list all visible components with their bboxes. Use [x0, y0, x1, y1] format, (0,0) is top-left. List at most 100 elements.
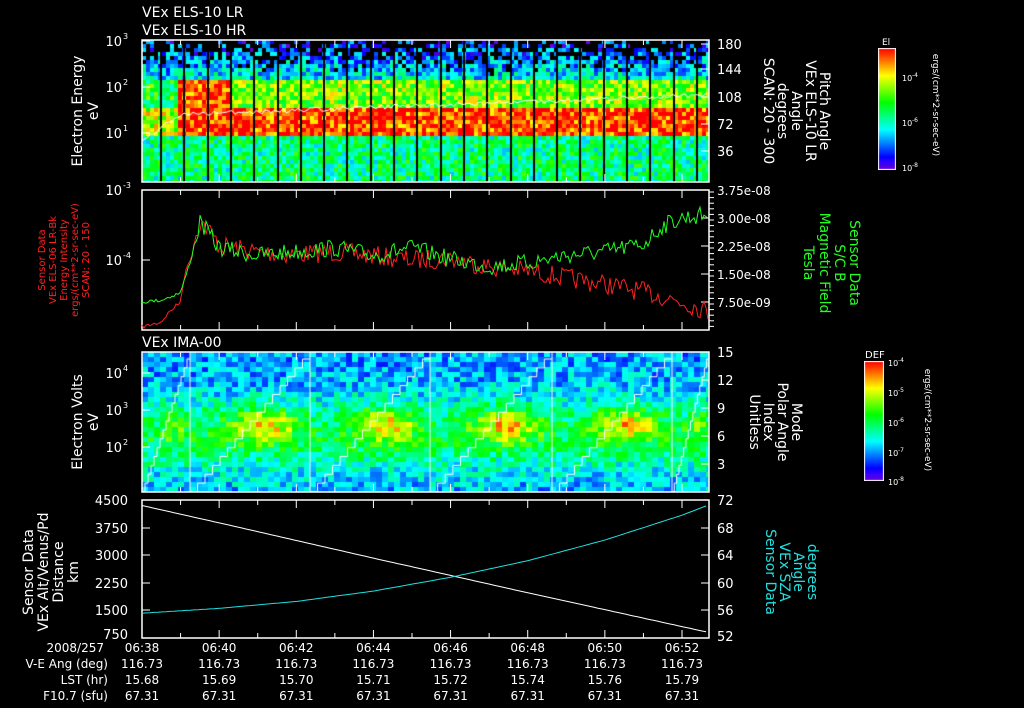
p3-right-tick-label: 3 [717, 458, 725, 473]
p4-right-tick-label: 64 [717, 549, 734, 564]
colorbar2-tick-label: 10 [888, 359, 898, 368]
footer-lst: 15.72 [433, 673, 467, 687]
axes-layer [141, 39, 714, 639]
colorbar1-tick-label: 10 [902, 164, 912, 173]
p2-left-tick-exp: -3 [123, 181, 131, 190]
footer-lst: 15.76 [588, 673, 622, 687]
p2-right-label-2: S/C B [831, 244, 847, 281]
p3-left-tick-label: 10 [105, 441, 122, 456]
p2-right-tick-label: 3.00e-08 [717, 212, 771, 226]
panel-4-frame [141, 499, 710, 639]
panel1-title-lr: VEx ELS-10 LR [142, 5, 244, 21]
els-spectrogram [142, 40, 709, 182]
footer-ve-ang: 116.73 [507, 657, 549, 671]
footer-f107: 67.31 [665, 689, 699, 703]
p1-left-unit: eV [86, 101, 102, 120]
p4-left-label-2: Distance [51, 541, 67, 602]
p2-left-label-3: ergs/(cm**2-sr-sec-eV) [70, 203, 81, 317]
footer-ve-ang: 116.73 [198, 657, 240, 671]
panel-1-frame [141, 39, 710, 183]
footer-lst: 15.70 [279, 673, 313, 687]
p3-right-tick-label: 12 [717, 374, 734, 389]
footer-ve-ang: 116.73 [352, 657, 394, 671]
panel1-title-hr: VEx ELS-10 HR [142, 23, 247, 39]
p1-right-tick-label: 108 [717, 91, 742, 106]
p3-left-tick-exp: 2 [123, 438, 128, 447]
footer-time: 06:52 [665, 641, 700, 655]
p1-left-label: Electron Energy [70, 56, 86, 167]
p1-right-tick-label: 72 [717, 118, 734, 133]
p3-left-tick-exp: 4 [123, 364, 128, 373]
footer-ve-ang: 116.73 [584, 657, 626, 671]
p4-right-label-2: VEx SZA [776, 542, 792, 602]
sza-line [141, 505, 707, 614]
footer-lst: 15.71 [356, 673, 390, 687]
footer-time: 06:48 [510, 641, 545, 655]
footer-f107-label: F10.7 (sfu) [43, 689, 108, 703]
p2-right-label-1: Sensor Data [846, 220, 862, 306]
p2-left-tick-exp: -4 [123, 251, 131, 260]
footer-lst: 15.68 [125, 673, 159, 687]
p2-right-label-0: Tesla [800, 245, 816, 281]
p2-right-tick-label: 3.75e-08 [717, 184, 771, 198]
colorbar1-tick-exp: -6 [912, 117, 918, 124]
ima-spectrogram [142, 352, 709, 492]
footer-date: 2008/257 [47, 641, 105, 655]
colorbar2-tick-exp: -7 [898, 447, 904, 454]
colorbar1-title: El [882, 38, 890, 48]
p1-right-tick-label: 36 [717, 145, 734, 160]
labels-layer: VEx ELS-10 LR VEx ELS-10 HR VEx IMA-00 E… [21, 5, 940, 703]
p2-left-label-0: Sensor Data [37, 229, 48, 290]
footer-f107: 67.31 [279, 689, 313, 703]
p2-left-tick-label: 10 [105, 254, 122, 269]
panel3-title: VEx IMA-00 [142, 335, 222, 351]
footer-lst: 15.74 [511, 673, 545, 687]
colorbar2-tick-label: 10 [888, 389, 898, 398]
p1-right-label-0: Pitch Angle [816, 72, 832, 150]
p2-right-label-3: Magnetic Field [816, 213, 832, 314]
footer-f107: 67.31 [202, 689, 236, 703]
p2-left-label-2: Energy Intensity [59, 219, 70, 301]
footer-time: 06:46 [433, 641, 468, 655]
p3-left-tick-label: 10 [105, 404, 122, 419]
panel-2-frame [141, 189, 710, 331]
p1-left-tick-label: 10 [105, 35, 122, 50]
colorbar2-tick-exp: -8 [898, 476, 904, 483]
energy-intensity-line [141, 220, 709, 330]
p1-right-tick-label: 144 [717, 63, 742, 78]
colorbar2-tick-exp: -6 [898, 417, 904, 424]
p2-right-tick-label: 1.50e-08 [717, 268, 771, 282]
colorbar-def [864, 361, 884, 481]
magnetic-field-line [141, 205, 709, 304]
p4-right-label-1: Angle [790, 552, 806, 592]
footer-f107: 67.31 [125, 689, 159, 703]
p2-right-tick-label: 2.25e-08 [717, 240, 771, 254]
footer-f107: 67.31 [588, 689, 622, 703]
colorbar2-title: DEF [865, 350, 885, 361]
p4-left-tick-label: 2250 [95, 577, 128, 592]
colorbar2-tick-label: 10 [888, 449, 898, 458]
footer-ve-ang: 116.73 [275, 657, 317, 671]
p3-left-label: Electron Volts [70, 374, 86, 470]
p2-right-tick-label: 7.50e-09 [717, 296, 771, 310]
p4-left-tick-label: 4500 [95, 494, 128, 509]
footer-lst: 15.79 [665, 673, 699, 687]
panel-3-frame [141, 351, 710, 493]
footer-time: 06:40 [202, 641, 237, 655]
colorbar2-tick-exp: -5 [898, 387, 904, 394]
p4-left-label-0: Sensor Data [21, 529, 37, 615]
p1-right-tick-label: 180 [717, 38, 742, 53]
p3-right-tick-label: 6 [717, 430, 725, 445]
series-layer [141, 205, 709, 633]
p1-left-tick-label: 10 [105, 81, 122, 96]
p3-left-unit: eV [86, 412, 102, 431]
colorbar1-tick-exp: -8 [912, 162, 918, 169]
footer-time: 06:42 [279, 641, 314, 655]
p1-left-tick-exp: 3 [123, 32, 128, 41]
p3-left-tick-label: 10 [105, 367, 122, 382]
footer-time: 06:44 [356, 641, 391, 655]
colorbar2-tick-label: 10 [888, 419, 898, 428]
p2-left-label-4: SCAN: 20 - 150 [81, 222, 92, 298]
colorbar1-unit: ergs/(cm**2-sr-sec-eV) [930, 54, 940, 156]
